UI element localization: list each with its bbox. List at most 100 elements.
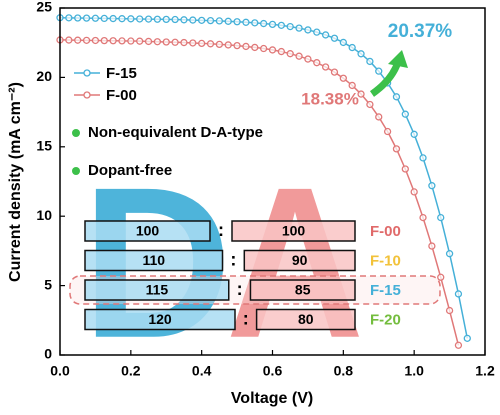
series-marker [259,44,268,53]
series-marker [392,145,401,153]
row-label: F-10 [370,252,401,269]
series-marker [348,43,356,52]
series-marker [445,250,454,258]
acceptor-value: 100 [282,223,306,239]
donor-value: 115 [146,282,169,298]
y-tick-label: 10 [36,207,52,223]
series-marker [375,67,383,75]
series-marker [144,15,153,23]
series-marker [109,37,117,45]
series-marker [304,26,312,34]
y-tick-label: 25 [36,0,52,15]
separator: : [237,279,243,299]
series-marker [419,154,427,162]
donor-value: 110 [142,252,165,268]
y-tick-label: 15 [36,138,52,154]
series-marker [313,59,321,67]
bullet-text: Dopant-free [88,162,172,179]
acceptor-value: 90 [292,252,308,268]
series-marker [259,19,268,28]
legend-marker [83,91,91,99]
series-marker [127,37,135,45]
acceptor-bar [243,249,356,272]
series-marker [251,19,259,27]
series-marker [144,37,153,46]
series-marker [91,36,100,45]
series-marker [321,63,330,71]
series-marker [162,15,170,24]
series-marker [118,37,126,45]
series-marker [180,38,188,47]
series-marker [189,39,197,47]
donor-value: 100 [136,223,160,239]
series-marker [82,14,91,22]
series-marker [357,50,365,58]
series-marker [153,38,162,46]
series-marker [410,130,418,138]
y-tick-label: 20 [36,68,52,84]
series-marker [109,14,117,23]
acceptor-bar [231,220,356,242]
legend-label: F-15 [106,65,137,82]
series-marker [242,42,250,51]
series-marker [454,341,463,349]
row-label: F-15 [370,282,401,299]
series-marker [454,290,463,298]
series-marker [348,81,356,90]
x-tick-label: 0.2 [121,363,141,379]
series-marker [74,14,82,22]
donor-bar [84,249,224,272]
series-line [59,39,460,346]
series-marker [198,16,206,25]
series-marker [410,188,418,196]
pce-f15: 20.37% [388,21,453,42]
series-marker [268,20,277,29]
series-marker [242,18,250,26]
y-tick-label: 5 [44,276,52,292]
row-label: F-20 [370,311,401,328]
series-marker [286,22,294,31]
separator: : [218,220,224,240]
x-tick-label: 0.0 [50,363,70,379]
bullet-dot [72,167,80,175]
x-axis-label: Voltage (V) [231,390,313,407]
series-marker [437,273,445,281]
arrow-head [388,50,408,68]
series-marker [198,39,206,48]
series-marker [330,68,339,76]
series-marker [233,18,241,26]
series-marker [295,52,303,60]
series-marker [118,15,126,23]
legend-label: F-00 [106,87,137,104]
series-marker [295,24,303,32]
series-marker [153,15,162,23]
series-marker [321,31,330,39]
series-marker [419,213,427,222]
series-marker [286,50,294,58]
x-tick-label: 1.0 [404,363,424,379]
series-marker [180,16,188,24]
series-marker [268,46,277,54]
bullet-text: Non-equivalent D-A-type [88,124,263,141]
series-marker [74,36,82,44]
series-marker [445,306,454,315]
series-marker [375,113,383,121]
series-marker [330,34,339,42]
series-marker [171,15,179,24]
series-marker [91,14,100,22]
series-marker [428,182,436,190]
plot-frame [59,7,486,356]
acceptor-value: 85 [295,282,311,298]
series-marker [428,242,436,250]
series-marker [215,40,224,49]
series-marker [215,17,224,25]
series-marker [100,14,108,23]
series-marker [401,110,409,118]
series-marker [206,16,215,25]
series-marker [65,36,73,44]
series-marker [366,57,374,66]
acceptor-bar [255,308,356,331]
plot: 0.0 0.2 0.4 0.6 0.8 1.0 1.2 0 5 10 15 20 25 F-15 F-00 [36,0,495,379]
donor-bar [84,279,230,301]
